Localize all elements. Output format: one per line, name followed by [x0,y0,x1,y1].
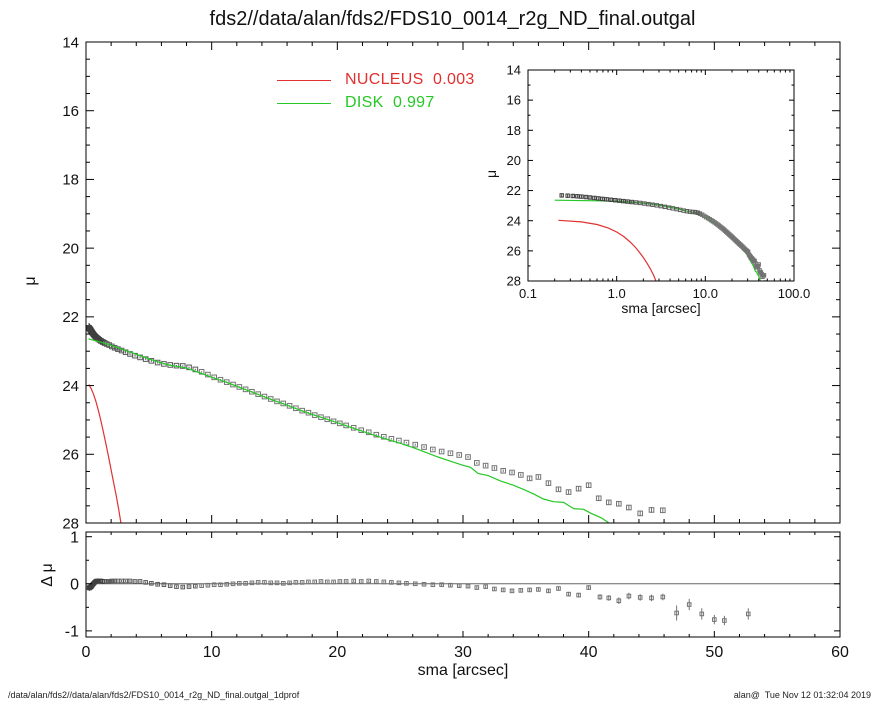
legend-disk-label: DISK 0.997 [345,94,435,111]
x-tick-label: 0.1 [519,286,537,301]
y-tick-label: 28 [62,515,79,532]
y-tick-label: 14 [62,34,79,51]
y-tick-label: 1 [70,529,79,546]
inset-nucleus-line [558,219,657,281]
inset-frame [527,69,795,282]
x-axis-label: sma [arcsec] [417,662,509,679]
main-panel: 14 16 18 20 22 24 26 28 [62,34,841,532]
y-tick-label: 16 [62,103,79,120]
footer-file-path: /data/alan/fds2//data/alan/fds2/FDS10_00… [8,690,300,700]
inset-x-axis-label: sma [arcsec] [621,300,701,316]
x-tick-label: 60 [831,644,849,661]
y-tick-label: 26 [507,243,521,258]
x-tick-label: 10 [203,644,221,661]
profile-points [86,323,690,523]
y-tick-label: 24 [507,213,521,228]
y-tick-label: 28 [507,274,521,289]
inset-panel: 0.1 1.0 10.0 100.0 14 16 18 20 22 24 26 28 [507,63,811,301]
y-tick-label: 18 [62,172,79,189]
inset-profile-points [559,193,768,281]
x-tick-label: 0 [82,644,91,661]
y-tick-label: 22 [507,183,521,198]
footer-user-timestamp: alan@ Tue Nov 12 01:32:04 2019 [733,690,871,700]
x-tick-label: 100.0 [778,286,811,301]
x-tick-label: 1.0 [608,286,626,301]
inset-disk-line [554,199,761,281]
y-tick-label: 0 [70,576,79,593]
inset-y-axis-label: μ [483,169,499,179]
x-tick-label: 20 [328,644,346,661]
residual-frame [85,531,841,638]
nucleus-line-swatch [277,79,331,81]
legend-nucleus-label: NUCLEUS 0.003 [345,71,475,88]
y-tick-label: 20 [507,153,521,168]
y-tick-label: 24 [62,378,79,395]
tick-labels: 0.1 1.0 10.0 100.0 14 16 18 20 22 24 26 28 [507,63,811,301]
legend-nucleus: NUCLEUS 0.003 [277,71,475,89]
residual-y-axis-label: Δ μ [39,563,56,587]
x-tick-label: 30 [454,644,472,661]
y-tick-label: 26 [62,447,79,464]
axis-ticks [85,41,841,524]
tick-labels: 14 16 18 20 22 24 26 28 [62,34,79,532]
x-tick-label: 50 [705,644,723,661]
axis-ticks [85,532,841,637]
disk-line-swatch [277,102,331,104]
y-tick-label: 16 [507,93,521,108]
y-tick-label: 14 [507,63,521,78]
y-tick-label: 18 [507,123,521,138]
residual-points [86,578,751,626]
y-tick-label: 22 [62,309,79,326]
y-tick-label: 20 [62,240,79,257]
main-y-axis-label: μ [22,276,39,286]
x-tick-label: 40 [580,644,598,661]
nucleus-line [88,384,122,523]
y-tick-label: -1 [65,623,79,640]
disk-line [88,338,611,523]
page-title: fds2//data/alan/fds2/FDS10_0014_r2g_ND_f… [209,8,696,30]
legend-disk: DISK 0.997 [277,94,435,112]
x-tick-label: 10.0 [693,286,718,301]
main-frame [85,41,841,524]
axis-ticks [527,69,795,282]
